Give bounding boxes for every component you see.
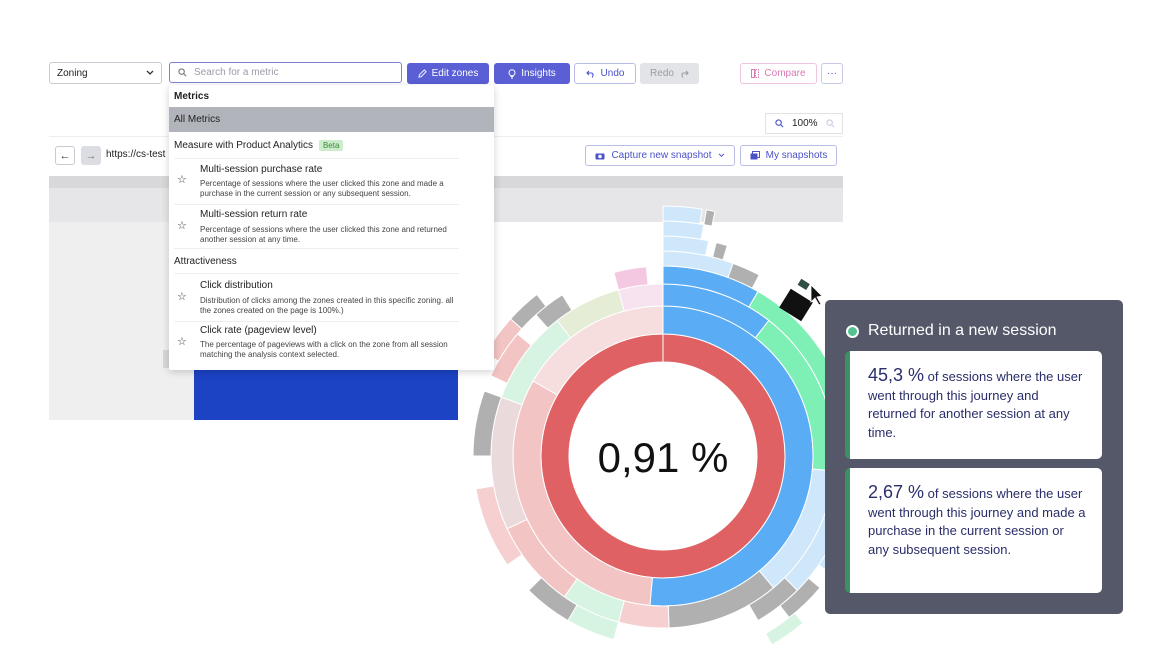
metrics-dropdown: Metrics All Metrics Measure with Product… [169, 85, 494, 370]
zoom-out-icon[interactable] [775, 119, 784, 128]
cursor-icon [810, 284, 823, 306]
metric-desc: Percentage of sessions where the user cl… [200, 179, 444, 198]
small-segment[interactable] [797, 278, 810, 291]
ring-segment[interactable] [711, 241, 728, 261]
metric-item-click-distribution[interactable]: ☆ Click distribution Distribution of cli… [169, 278, 459, 320]
edit-zones-button[interactable]: Edit zones [407, 63, 489, 84]
ring-segment[interactable] [527, 576, 578, 622]
metric-title: Click rate (pageview level) [200, 325, 317, 336]
metric-item-purchase-rate[interactable]: ☆ Multi-session purchase rate Percentage… [169, 162, 459, 204]
segment-tooltip: Returned in a new session 45,3 % of sess… [825, 300, 1123, 614]
attractiveness-label: Attractiveness [174, 256, 237, 267]
metrics-header: Metrics [174, 91, 210, 102]
zoom-in-icon[interactable] [825, 119, 835, 128]
lightbulb-icon [508, 68, 516, 78]
all-metrics-label: All Metrics [174, 114, 221, 125]
undo-icon [585, 70, 594, 78]
compare-button[interactable]: Compare [740, 63, 817, 84]
metric-item-return-rate[interactable]: ☆ Multi-session return rate Percentage o… [169, 207, 459, 249]
purchase-rate-value: 2,67 % [868, 482, 925, 502]
purchase-rate-text: of sessions where the user went through … [868, 486, 1086, 557]
metric-item-click-rate[interactable]: ☆ Click rate (pageview level) The percen… [169, 323, 459, 365]
undo-label: Undo [600, 68, 625, 79]
star-icon[interactable]: ☆ [177, 336, 187, 348]
sunburst-center [569, 362, 757, 550]
forward-button[interactable]: → [81, 146, 101, 165]
pencil-icon [417, 69, 427, 78]
view-select[interactable]: Zoning [49, 62, 162, 84]
ring-segment[interactable] [662, 205, 703, 225]
status-dot-icon [846, 325, 859, 338]
ring-segment[interactable] [703, 209, 716, 227]
return-rate-text: of sessions where the user went through … [868, 369, 1083, 440]
star-icon[interactable]: ☆ [177, 220, 187, 232]
page-url: https://cs-test [106, 149, 166, 160]
ring-segment[interactable] [475, 485, 523, 566]
snapshots-icon [750, 151, 760, 160]
arrow-right-icon: → [85, 149, 97, 162]
snapshot-blue-banner [194, 368, 458, 420]
insights-label: Insights [521, 68, 556, 79]
beta-badge: Beta [318, 140, 344, 151]
star-icon[interactable]: ☆ [177, 291, 187, 303]
metric-title: Multi-session return rate [200, 209, 308, 220]
return-rate-value: 45,3 % [868, 365, 925, 385]
search-placeholder: Search for a metric [194, 67, 279, 78]
more-options-button[interactable]: ··· [821, 63, 843, 84]
metric-desc: Distribution of clicks among the zones c… [200, 296, 454, 315]
product-analytics-section: Measure with Product Analytics Beta [174, 140, 344, 151]
undo-button[interactable]: Undo [574, 63, 636, 84]
sunburst-center-value: 0,91 % [598, 434, 729, 481]
purchase-rate-card: 2,67 % of sessions where the user went t… [845, 468, 1102, 593]
return-rate-card: 45,3 % of sessions where the user went t… [845, 351, 1102, 459]
zoom-level: 100% [792, 118, 818, 129]
ring-segment[interactable] [472, 390, 503, 457]
compare-icon [751, 69, 760, 78]
selected-segment[interactable] [779, 288, 813, 322]
my-snapshots-label: My snapshots [765, 150, 828, 161]
edit-zones-label: Edit zones [431, 68, 479, 79]
all-metrics-option[interactable]: All Metrics [169, 107, 494, 132]
redo-icon [681, 70, 689, 78]
metric-title: Multi-session purchase rate [200, 164, 323, 175]
attractiveness-section: Attractiveness [174, 256, 237, 267]
compare-label: Compare [764, 68, 806, 79]
metric-title: Click distribution [200, 280, 273, 291]
search-icon [178, 68, 187, 77]
sunburst-rings [472, 205, 862, 646]
more-icon: ··· [827, 68, 837, 79]
my-snapshots-button[interactable]: My snapshots [740, 145, 837, 166]
camera-icon [595, 153, 605, 159]
insights-button[interactable]: Insights [494, 63, 570, 84]
tooltip-title: Returned in a new session [868, 322, 1057, 339]
metric-desc: The percentage of pageviews with a click… [200, 340, 448, 359]
star-icon[interactable]: ☆ [177, 174, 187, 186]
arrow-left-icon: ← [59, 149, 71, 162]
ring-segment[interactable] [727, 262, 760, 289]
ring-segment[interactable] [613, 266, 649, 291]
metric-desc: Percentage of sessions where the user cl… [200, 225, 447, 244]
redo-button[interactable]: Redo [640, 63, 699, 84]
capture-snapshot-button[interactable]: Capture new snapshot [585, 145, 735, 166]
redo-label: Redo [650, 68, 674, 79]
chevron-down-icon [146, 70, 154, 75]
ring-segment[interactable] [509, 293, 547, 330]
view-select-value: Zoning [57, 67, 88, 79]
metric-search-input[interactable]: Search for a metric [169, 62, 402, 83]
zoom-control: 100% [765, 113, 843, 134]
ring-segment[interactable] [764, 612, 804, 646]
product-analytics-label: Measure with Product Analytics [174, 140, 313, 151]
capture-snapshot-label: Capture new snapshot [611, 150, 712, 161]
chevron-down-icon [718, 153, 724, 158]
back-button[interactable]: ← [55, 146, 75, 165]
ring-segment[interactable] [779, 577, 821, 619]
